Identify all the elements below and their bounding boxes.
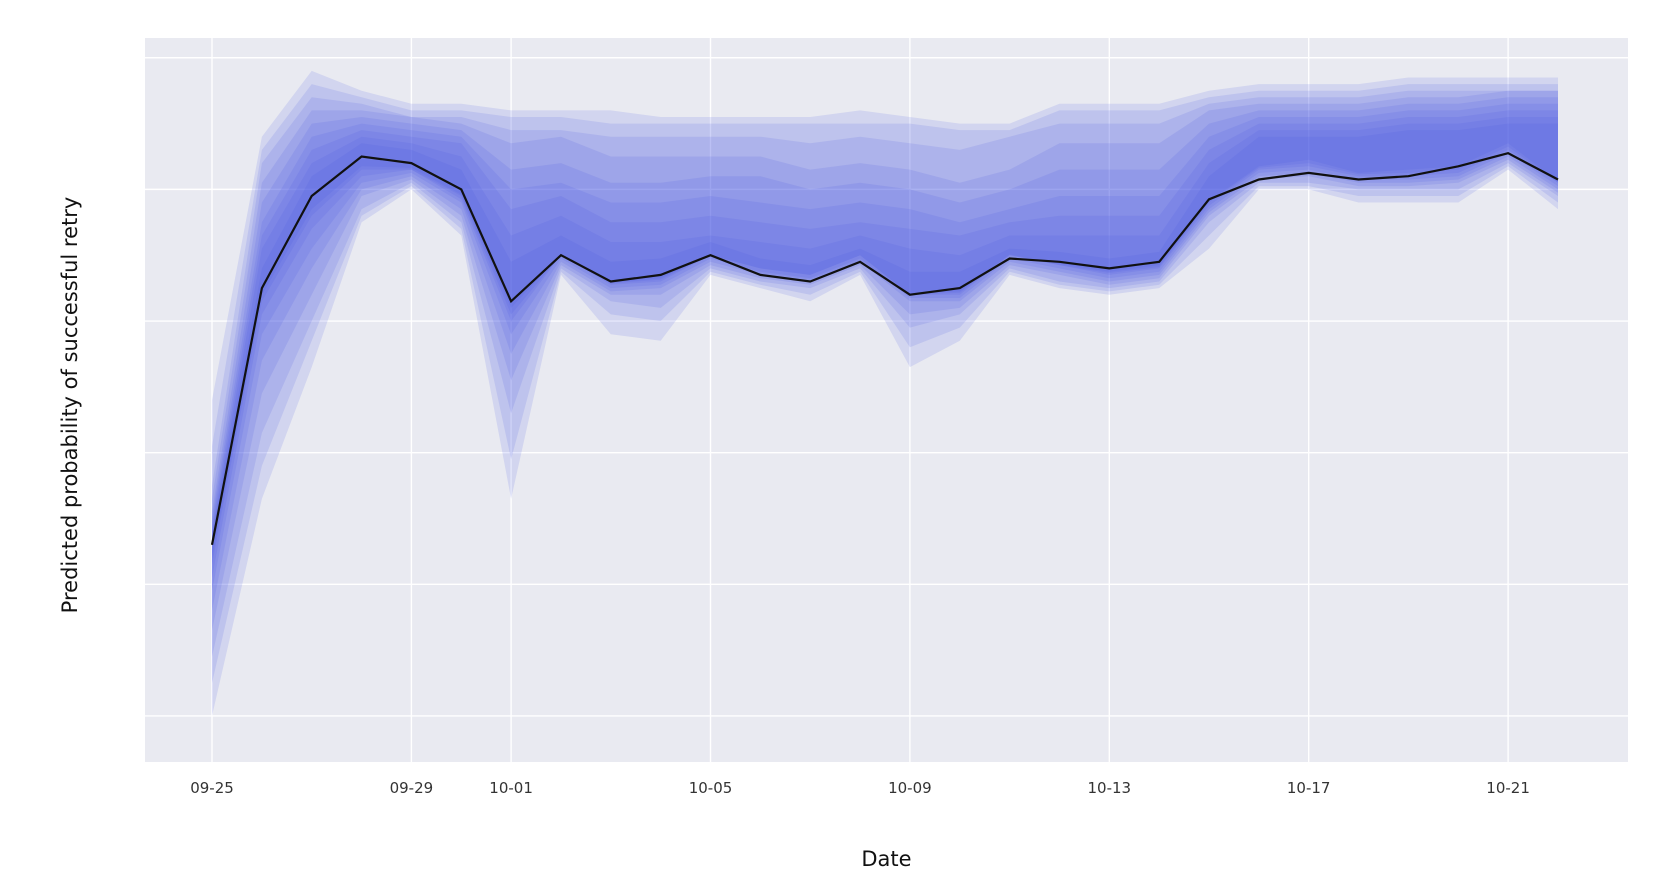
x-axis-label: Date (861, 847, 911, 871)
median-line (210, 152, 1559, 546)
interval-band (212, 90, 1558, 657)
x-tick-label: 10-09 (888, 779, 932, 797)
interval-band (212, 110, 1558, 578)
interval-band (212, 84, 1558, 684)
interval-band (212, 103, 1558, 591)
gridlines (145, 38, 1628, 762)
x-tick-label: 10-21 (1486, 779, 1530, 797)
x-tick-label: 09-29 (390, 779, 434, 797)
x-tick-label: 10-13 (1088, 779, 1132, 797)
x-tick-label: 10-01 (489, 779, 533, 797)
x-tick-labels: 09-25 09-29 10-01 10-05 10-09 10-13 10-17 10-21 (190, 779, 1530, 797)
x-tick-label: 10-05 (689, 779, 733, 797)
x-tick-label: 09-25 (190, 779, 234, 797)
y-axis-label: Predicted probability of successful retr… (58, 197, 82, 614)
x-tick-label: 10-17 (1287, 779, 1331, 797)
interval-band (212, 117, 1558, 565)
plot-background (145, 38, 1628, 762)
interval-band (212, 70, 1558, 716)
interval-band (212, 97, 1558, 611)
interval-band (212, 90, 1558, 631)
